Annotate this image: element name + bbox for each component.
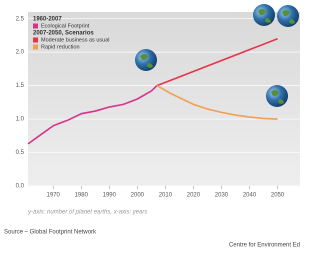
y-tick-label: 1.5 xyxy=(16,83,25,89)
legend-group-title: 2007-2050, Scenarios xyxy=(33,31,94,37)
source: Source – Global Footprint Network xyxy=(4,230,97,236)
y-tick-label: 0.5 xyxy=(16,150,25,156)
x-tick-label: 1980 xyxy=(75,193,89,199)
legend-label: Rapid reduction xyxy=(41,44,80,50)
y-tick-label: 2.0 xyxy=(16,50,25,56)
legend-swatch xyxy=(33,45,38,50)
y-tick-label: 1.0 xyxy=(16,117,25,123)
x-tick-label: 2000 xyxy=(131,193,145,199)
credit: Centre for Environment Ed xyxy=(229,243,300,249)
x-tick-label: 1970 xyxy=(47,193,61,199)
x-tick-label: 2040 xyxy=(243,193,257,199)
x-tick-label: 2020 xyxy=(187,193,201,199)
legend-swatch xyxy=(33,24,38,29)
legend-group-title: 1960-2007 xyxy=(33,17,62,23)
x-tick-label: 1990 xyxy=(103,193,117,199)
y-tick-label: 0.0 xyxy=(16,184,25,190)
x-tick-label: 2050 xyxy=(271,193,285,199)
chart: y-axis: number of planet earths, x-axis:… xyxy=(0,0,302,250)
x-tick-label: 2030 xyxy=(215,193,229,199)
legend-swatch xyxy=(33,38,38,43)
y-tick-label: 2.5 xyxy=(16,16,25,22)
legend-label: Ecological Footprint xyxy=(41,23,90,29)
x-tick-label: 2010 xyxy=(159,193,173,199)
legend-label: Moderate business as usual xyxy=(41,37,109,43)
axis-note: y-axis: number of planet earths, x-axis:… xyxy=(27,210,147,216)
